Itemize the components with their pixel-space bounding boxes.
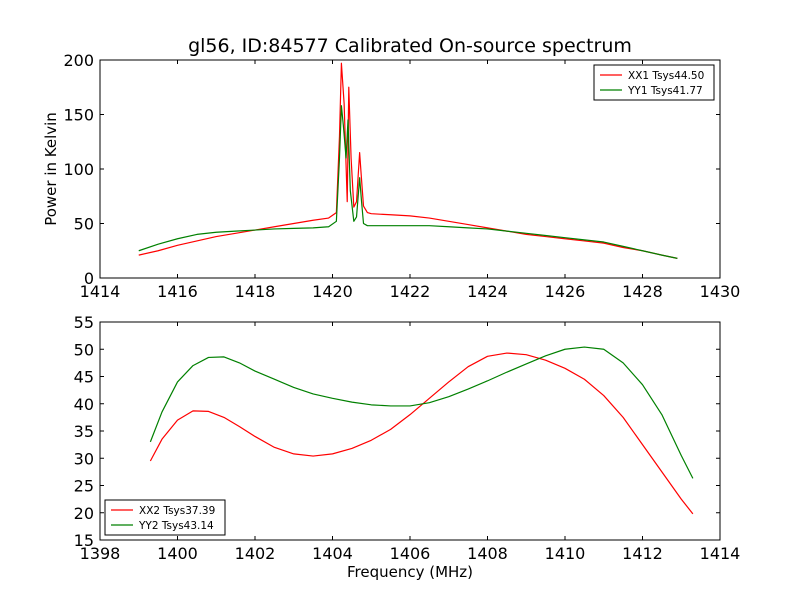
- x-tick-label: 1422: [390, 282, 431, 301]
- y-tick-label: 30: [74, 449, 94, 468]
- legend-entry-label: XX1 Tsys44.50: [628, 70, 704, 82]
- series-line-1: [149, 352, 694, 515]
- legend-entry-label: YY2 Tsys43.14: [138, 520, 214, 532]
- x-tick-label: 1414: [80, 282, 121, 301]
- y-axis-label: Power in Kelvin: [42, 112, 60, 226]
- legend: XX1 Tsys44.50 YY1 Tsys41.77: [593, 64, 715, 101]
- x-tick-label: 1426: [545, 282, 586, 301]
- series-line-2: [138, 105, 678, 259]
- y-tick-label: 55: [74, 313, 94, 332]
- legend: XX2 Tsys37.39 YY2 Tsys43.14: [104, 499, 226, 536]
- series-line-2: [149, 346, 694, 479]
- series-line-1: [138, 62, 678, 259]
- y-tick-label: 50: [74, 215, 94, 234]
- x-tick-label: 1430: [700, 282, 741, 301]
- x-tick-label: 1406: [390, 544, 431, 563]
- y-tick-label: 35: [74, 422, 94, 441]
- x-tick-label: 1418: [235, 282, 276, 301]
- y-tick-label: 50: [74, 340, 94, 359]
- y-tick-label: 200: [63, 51, 94, 70]
- x-tick-label: 1402: [235, 544, 276, 563]
- x-tick-label: 1404: [312, 544, 353, 563]
- legend-entry-label: XX2 Tsys37.39: [139, 505, 215, 517]
- x-tick-label: 1408: [467, 544, 508, 563]
- x-tick-label: 1424: [467, 282, 508, 301]
- y-tick-label: 20: [74, 504, 94, 523]
- top-panel: 1414 1416 1418 1420 1422 1424 1426 1428 1430 0 50 1…: [42, 51, 740, 301]
- y-tick-label: 45: [74, 368, 94, 387]
- x-tick-label: 1398: [80, 544, 121, 563]
- x-tick-label: 1414: [700, 544, 741, 563]
- y-tick-label: 150: [63, 106, 94, 125]
- x-tick-label: 1420: [312, 282, 353, 301]
- x-tick-label: 1412: [622, 544, 663, 563]
- x-axis-label: Frequency (MHz): [347, 563, 473, 581]
- x-tick-label: 1428: [622, 282, 663, 301]
- legend-box: [593, 64, 715, 101]
- x-tick-label: 1416: [157, 282, 198, 301]
- x-tick-label: 1400: [157, 544, 198, 563]
- figure-title: gl56, ID:84577 Calibrated On-source spec…: [188, 35, 632, 57]
- y-tick-label: 100: [63, 160, 94, 179]
- y-tick-label: 15: [74, 531, 94, 550]
- y-tick-label: 40: [74, 395, 94, 414]
- legend-entry-label: YY1 Tsys41.77: [627, 85, 703, 97]
- y-tick-label: 0: [84, 269, 94, 288]
- x-tick-label: 1410: [545, 544, 586, 563]
- bottom-panel: 1398 1400 1402 1404 1406 1408 1410 1412 1414 15 20…: [74, 313, 741, 581]
- legend-box: [104, 499, 226, 536]
- y-tick-label: 25: [74, 477, 94, 496]
